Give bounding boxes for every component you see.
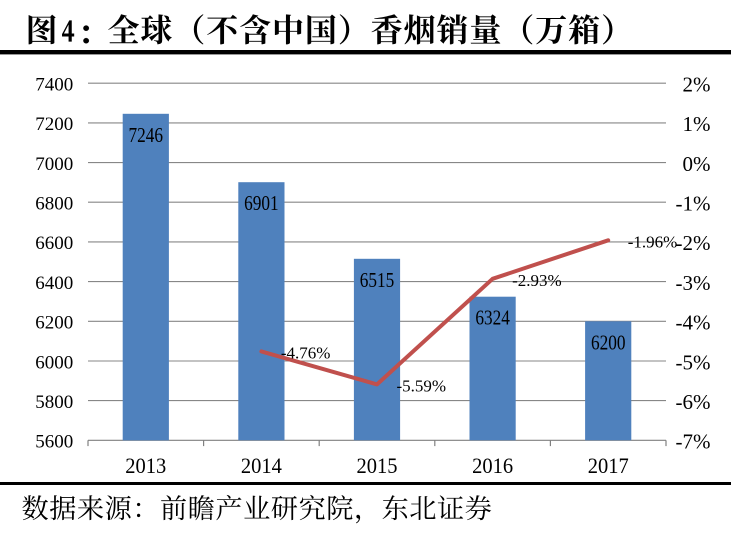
- svg-text:-2%: -2%: [676, 231, 711, 255]
- svg-text:6901: 6901: [244, 191, 279, 215]
- svg-text:2015: 2015: [357, 453, 398, 478]
- svg-text:-6%: -6%: [676, 390, 711, 414]
- svg-text:0%: 0%: [683, 152, 711, 176]
- svg-text:6200: 6200: [35, 313, 73, 334]
- svg-text:5600: 5600: [35, 432, 73, 453]
- svg-text:7000: 7000: [35, 154, 73, 175]
- svg-text:6000: 6000: [35, 352, 73, 373]
- svg-text:2017: 2017: [588, 453, 629, 478]
- svg-text:6515: 6515: [360, 268, 395, 292]
- svg-text:6200: 6200: [591, 330, 626, 354]
- svg-text:2%: 2%: [683, 73, 711, 97]
- svg-text:-1%: -1%: [676, 192, 711, 216]
- svg-text:6800: 6800: [35, 194, 73, 215]
- svg-text:1%: 1%: [683, 112, 711, 136]
- svg-text:6400: 6400: [35, 273, 73, 294]
- svg-text:-2.93%: -2.93%: [512, 271, 562, 290]
- svg-text:6600: 6600: [35, 233, 73, 254]
- svg-text:5800: 5800: [35, 392, 73, 413]
- svg-text:6324: 6324: [475, 306, 510, 330]
- svg-text:7246: 7246: [129, 123, 164, 147]
- svg-text:2014: 2014: [241, 453, 282, 478]
- svg-text:-4.76%: -4.76%: [281, 344, 331, 363]
- svg-text:2013: 2013: [125, 453, 166, 478]
- svg-text:-7%: -7%: [676, 430, 711, 454]
- svg-text:7200: 7200: [35, 114, 73, 135]
- svg-text:-1.96%: -1.96%: [628, 233, 678, 252]
- svg-text:-3%: -3%: [676, 271, 711, 295]
- svg-text:-5%: -5%: [676, 350, 711, 374]
- svg-text:2016: 2016: [472, 453, 513, 478]
- svg-text:-4%: -4%: [676, 311, 711, 335]
- svg-text:-5.59%: -5.59%: [397, 377, 447, 396]
- svg-text:7400: 7400: [35, 75, 73, 96]
